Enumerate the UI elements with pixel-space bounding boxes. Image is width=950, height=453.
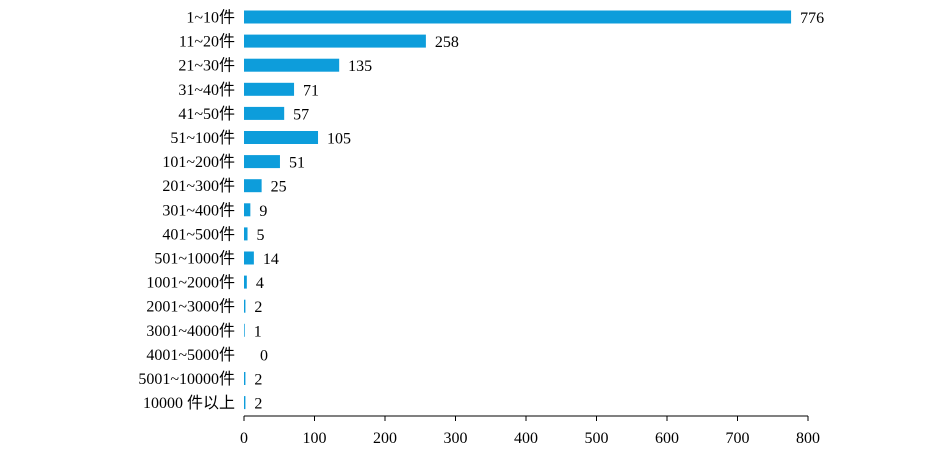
category-label: 11~20件 [179,33,235,51]
category-label: 10000 件以上 [143,394,235,412]
x-tick-label: 500 [585,430,609,447]
bar [244,106,285,120]
bar [244,179,262,193]
bar [244,299,246,313]
category-label: 51~100件 [170,129,235,147]
x-tick-label: 300 [444,430,468,447]
data-label: 105 [327,131,351,148]
bar [244,227,248,241]
bar [244,396,246,410]
x-tick-label: 0 [240,430,248,447]
data-label: 71 [303,82,319,99]
data-label: 9 [259,203,267,220]
data-label: 4 [256,275,264,292]
category-label: 5001~10000件 [138,370,235,388]
bar [244,131,319,144]
x-tick-label: 100 [303,430,327,447]
data-label: 776 [800,10,824,27]
x-tick-label: 400 [514,430,538,447]
bar [244,275,247,289]
bar [244,251,254,265]
category-label: 501~1000件 [154,250,235,268]
data-label: 25 [271,179,287,196]
bar [244,372,246,385]
category-label: 21~30件 [178,57,235,75]
data-label: 2 [254,299,262,316]
bar [244,34,426,48]
data-label: 2 [254,372,262,389]
data-label: 2 [254,396,262,413]
category-label: 4001~5000件 [146,346,235,364]
data-label: 57 [293,106,309,123]
bar [244,10,792,24]
data-label: 258 [435,34,459,51]
x-tick-label: 800 [796,430,820,447]
category-label: 201~300件 [162,177,235,195]
x-tick-label: 600 [655,430,679,447]
data-label: 0 [260,347,268,364]
data-label: 135 [348,58,372,75]
data-label: 1 [254,323,262,340]
bar [244,323,245,337]
category-label: 41~50件 [178,105,235,123]
data-label: 51 [289,155,305,172]
x-tick-label: 200 [373,430,397,447]
category-label: 3001~4000件 [146,322,235,340]
category-label: 2001~3000件 [146,298,235,316]
category-label: 301~400件 [162,201,235,219]
category-label: 31~40件 [178,81,235,99]
data-label: 14 [263,251,279,268]
bar [244,155,280,169]
x-tick-label: 700 [726,430,750,447]
category-label: 1~10件 [186,9,235,27]
category-label: 101~200件 [162,153,235,171]
bar [244,203,251,217]
category-label: 1001~2000件 [146,274,235,292]
bar [244,82,295,96]
bar [244,58,340,72]
category-label: 401~500件 [162,225,235,243]
data-label: 5 [257,227,265,244]
